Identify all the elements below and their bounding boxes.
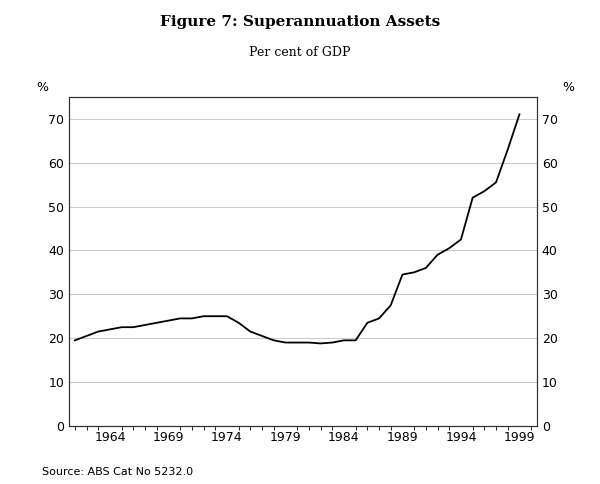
Text: Figure 7: Superannuation Assets: Figure 7: Superannuation Assets bbox=[160, 15, 440, 29]
Text: Per cent of GDP: Per cent of GDP bbox=[249, 46, 351, 59]
Text: %: % bbox=[563, 80, 575, 93]
Text: %: % bbox=[36, 80, 48, 93]
Text: Source: ABS Cat No 5232.0: Source: ABS Cat No 5232.0 bbox=[42, 467, 193, 477]
